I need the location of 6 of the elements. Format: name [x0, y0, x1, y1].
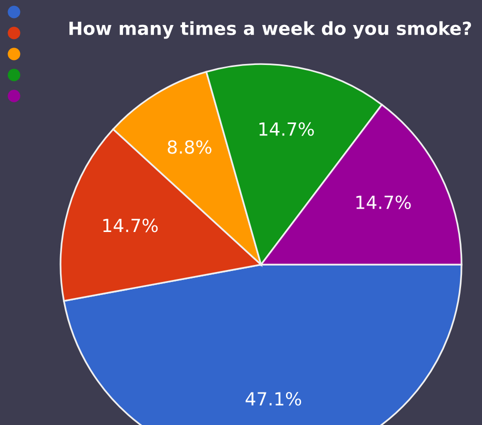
data-label: 8.8% — [168, 140, 212, 154]
data-label: 47.1% — [246, 392, 302, 406]
chart-title: How many times a week do you smoke? — [69, 21, 472, 39]
data-label: 14.7% — [103, 218, 158, 232]
data-label: 14.7% — [259, 122, 314, 136]
data-label: 14.7% — [356, 195, 411, 210]
